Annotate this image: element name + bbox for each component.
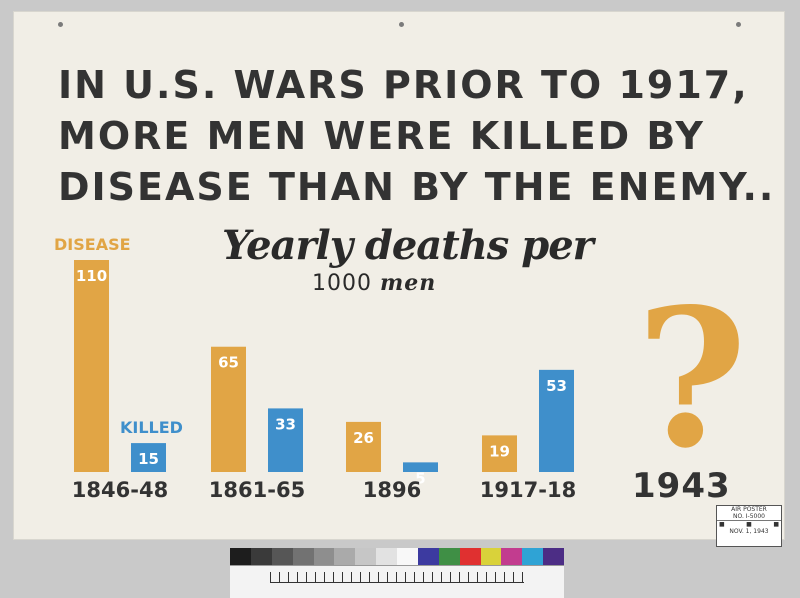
category-label: 1896 [363, 478, 421, 502]
killed-bar [268, 408, 303, 472]
stamp-number: NO. I-5000 [733, 513, 765, 520]
color-swatch [543, 548, 564, 565]
color-swatch [376, 548, 397, 565]
killed-bar [131, 443, 166, 472]
bar-value-label: 53 [546, 377, 567, 395]
pin-hole [736, 22, 741, 27]
color-swatch [459, 548, 481, 565]
color-swatch [292, 548, 314, 565]
poster-headline: IN U.S. WARS PRIOR TO 1917, MORE MEN WER… [58, 60, 776, 213]
ruler-ticks [270, 572, 524, 583]
stamp-title: AIR POSTER [731, 506, 767, 513]
color-swatch [230, 548, 251, 565]
disease-bar [211, 346, 246, 472]
color-swatch [334, 548, 356, 565]
bar-value-label: 110 [76, 267, 107, 285]
color-calibration-card [230, 548, 564, 578]
legend-label: KILLED [120, 418, 183, 437]
bar-value-label: 5 [415, 469, 425, 487]
pin-hole [58, 22, 63, 27]
disease-bar [482, 435, 517, 472]
color-swatch [438, 548, 460, 565]
color-swatch [480, 548, 502, 565]
air-poster-stamp: AIR POSTER NO. I-5000 ■ ■ ■ NOV. 1, 1943 [716, 505, 782, 547]
color-swatch [501, 548, 523, 565]
chart-subtitle-script: Yearly deaths per [222, 222, 594, 269]
units-number: 1000 [312, 271, 372, 296]
category-label: 1846-48 [72, 478, 168, 502]
bar-value-label: 19 [489, 442, 510, 460]
killed-bar [403, 462, 438, 472]
category-label: 1861-65 [209, 478, 305, 502]
category-label: 1917-18 [480, 478, 576, 502]
headline-line-3: DISEASE THAN BY THE ENEMY.. [58, 165, 776, 209]
color-swatch [355, 548, 377, 565]
bar-value-label: 65 [218, 354, 239, 372]
question-mark: ? [636, 267, 748, 490]
stamp-row: ■ ■ ■ [717, 520, 781, 528]
color-swatch [271, 548, 293, 565]
headline-line-2: MORE MEN WERE KILLED BY [58, 114, 705, 158]
color-swatch [522, 548, 544, 565]
disease-bar [74, 260, 109, 472]
pin-hole [399, 22, 404, 27]
color-swatch [397, 548, 418, 565]
color-swatch [250, 548, 272, 565]
year-1943-label: 1943 [632, 466, 731, 506]
killed-bar [539, 369, 574, 472]
color-swatch [313, 548, 335, 565]
chart-subtitle-units: 1000 men [312, 270, 436, 296]
disease-bar [346, 421, 381, 472]
bar-value-label: 33 [275, 415, 296, 433]
units-word: men [380, 270, 437, 296]
bar-value-label: 15 [138, 450, 159, 468]
headline-line-1: IN U.S. WARS PRIOR TO 1917, [58, 63, 749, 107]
legend-label: DISEASE [54, 235, 131, 254]
measurement-ruler [230, 565, 564, 598]
color-swatch [417, 548, 439, 565]
stamp-date: NOV. 1, 1943 [729, 528, 769, 535]
bar-value-label: 26 [353, 429, 374, 447]
